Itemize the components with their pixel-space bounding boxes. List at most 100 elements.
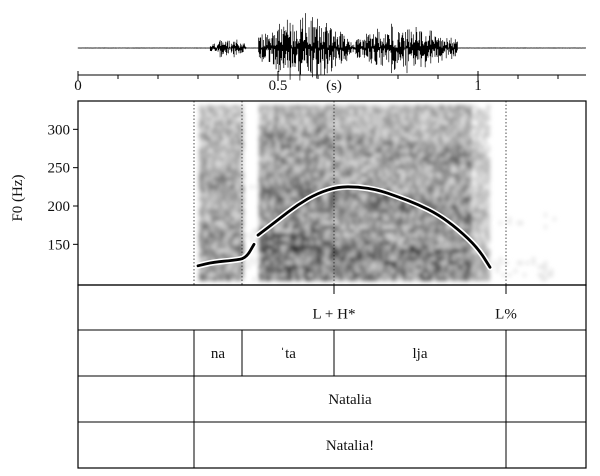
spectrogram-cell: [346, 149, 349, 153]
spectrogram-cell: [211, 133, 214, 137]
spectrogram-cell: [358, 213, 361, 217]
spectrogram-cell: [295, 109, 298, 113]
spectrogram-cell: [463, 277, 466, 281]
spectrogram-cell: [526, 261, 529, 265]
spectrogram-cell: [298, 153, 301, 157]
spectrogram-cell: [361, 121, 364, 125]
spectrogram-cell: [418, 193, 421, 197]
spectrogram-cell: [487, 105, 490, 109]
spectrogram-cell: [343, 229, 346, 233]
spectrogram-cell: [262, 257, 265, 261]
spectrogram-cell: [337, 173, 340, 177]
spectrogram-cell: [406, 181, 409, 185]
spectrogram-cell: [214, 269, 217, 273]
spectrogram-cell: [328, 253, 331, 257]
spectrogram-cell: [337, 109, 340, 113]
spectrogram-cell: [319, 201, 322, 205]
spectrogram-cell: [241, 249, 244, 253]
spectrogram-cell: [382, 193, 385, 197]
spectrogram-cell: [367, 113, 370, 117]
spectrogram-cell: [277, 225, 280, 229]
spectrogram-cell: [367, 193, 370, 197]
spectrogram-cell: [376, 125, 379, 129]
spectrogram-cell: [223, 253, 226, 257]
spectrogram-cell: [475, 201, 478, 205]
spectrogram-cell: [373, 225, 376, 229]
spectrogram-cell: [430, 165, 433, 169]
spectrogram-cell: [403, 269, 406, 273]
spectrogram-cell: [460, 261, 463, 265]
spectrogram-cell: [433, 237, 436, 241]
spectrogram-cell: [403, 177, 406, 181]
spectrogram-cell: [340, 249, 343, 253]
spectrogram-cell: [232, 197, 235, 201]
f0-tick-label: 200: [48, 199, 71, 215]
spectrogram-cell: [466, 213, 469, 217]
spectrogram-cell: [361, 145, 364, 149]
spectrogram-cell: [451, 157, 454, 161]
spectrogram-cell: [418, 161, 421, 165]
spectrogram-cell: [301, 161, 304, 165]
spectrogram-cell: [307, 241, 310, 245]
spectrogram-cell: [400, 229, 403, 233]
spectrogram-cell: [358, 257, 361, 261]
spectrogram-cell: [388, 141, 391, 145]
spectrogram-cell: [358, 177, 361, 181]
spectrogram-cell: [484, 241, 487, 245]
spectrogram-cell: [463, 201, 466, 205]
spectrogram-cell: [385, 165, 388, 169]
spectrogram-cell: [322, 277, 325, 281]
spectrogram-cell: [205, 185, 208, 189]
spectrogram-cell: [199, 225, 202, 229]
spectrogram-cell: [448, 225, 451, 229]
spectrogram-cell: [424, 181, 427, 185]
spectrogram-cell: [292, 253, 295, 257]
spectrogram-cell: [331, 225, 334, 229]
spectrogram-cell: [424, 169, 427, 173]
spectrogram-cell: [424, 213, 427, 217]
spectrogram-cell: [286, 249, 289, 253]
spectrogram-cell: [406, 225, 409, 229]
spectrogram-cell: [346, 253, 349, 257]
spectrogram-cell: [340, 121, 343, 125]
spectrogram-cell: [517, 261, 520, 265]
spectrogram-cell: [361, 225, 364, 229]
spectrogram-cell: [202, 161, 205, 165]
spectrogram-cell: [361, 125, 364, 129]
spectrogram-cell: [307, 113, 310, 117]
spectrogram-cell: [355, 197, 358, 201]
spectrogram-cell: [394, 165, 397, 169]
spectrogram-cell: [202, 133, 205, 137]
spectrogram-cell: [349, 265, 352, 269]
spectrogram-cell: [346, 153, 349, 157]
spectrogram-cell: [469, 165, 472, 169]
spectrogram-cell: [214, 253, 217, 257]
spectrogram-cell: [436, 193, 439, 197]
spectrogram-cell: [460, 201, 463, 205]
spectrogram-cell: [409, 245, 412, 249]
spectrogram-cell: [280, 241, 283, 245]
spectrogram-cell: [310, 209, 313, 213]
spectrogram-cell: [448, 109, 451, 113]
spectrogram-cell: [388, 177, 391, 181]
spectrogram-cell: [268, 177, 271, 181]
spectrogram-cell: [325, 185, 328, 189]
spectrogram-cell: [280, 125, 283, 129]
spectrogram-cell: [337, 193, 340, 197]
spectrogram-cell: [466, 125, 469, 129]
spectrogram-cell: [478, 213, 481, 217]
spectrogram-cell: [439, 253, 442, 257]
spectrogram-cell: [349, 125, 352, 129]
spectrogram-cell: [331, 161, 334, 165]
spectrogram-cell: [301, 221, 304, 225]
spectrogram-cell: [355, 125, 358, 129]
spectrogram-cell: [433, 197, 436, 201]
spectrogram-cell: [346, 233, 349, 237]
spectrogram-cell: [463, 133, 466, 137]
spectrogram-cell: [370, 249, 373, 253]
spectrogram-cell: [229, 173, 232, 177]
spectrogram-cell: [406, 169, 409, 173]
spectrogram-cell: [202, 217, 205, 221]
spectrogram-cell: [379, 153, 382, 157]
spectrogram-cell: [331, 165, 334, 169]
